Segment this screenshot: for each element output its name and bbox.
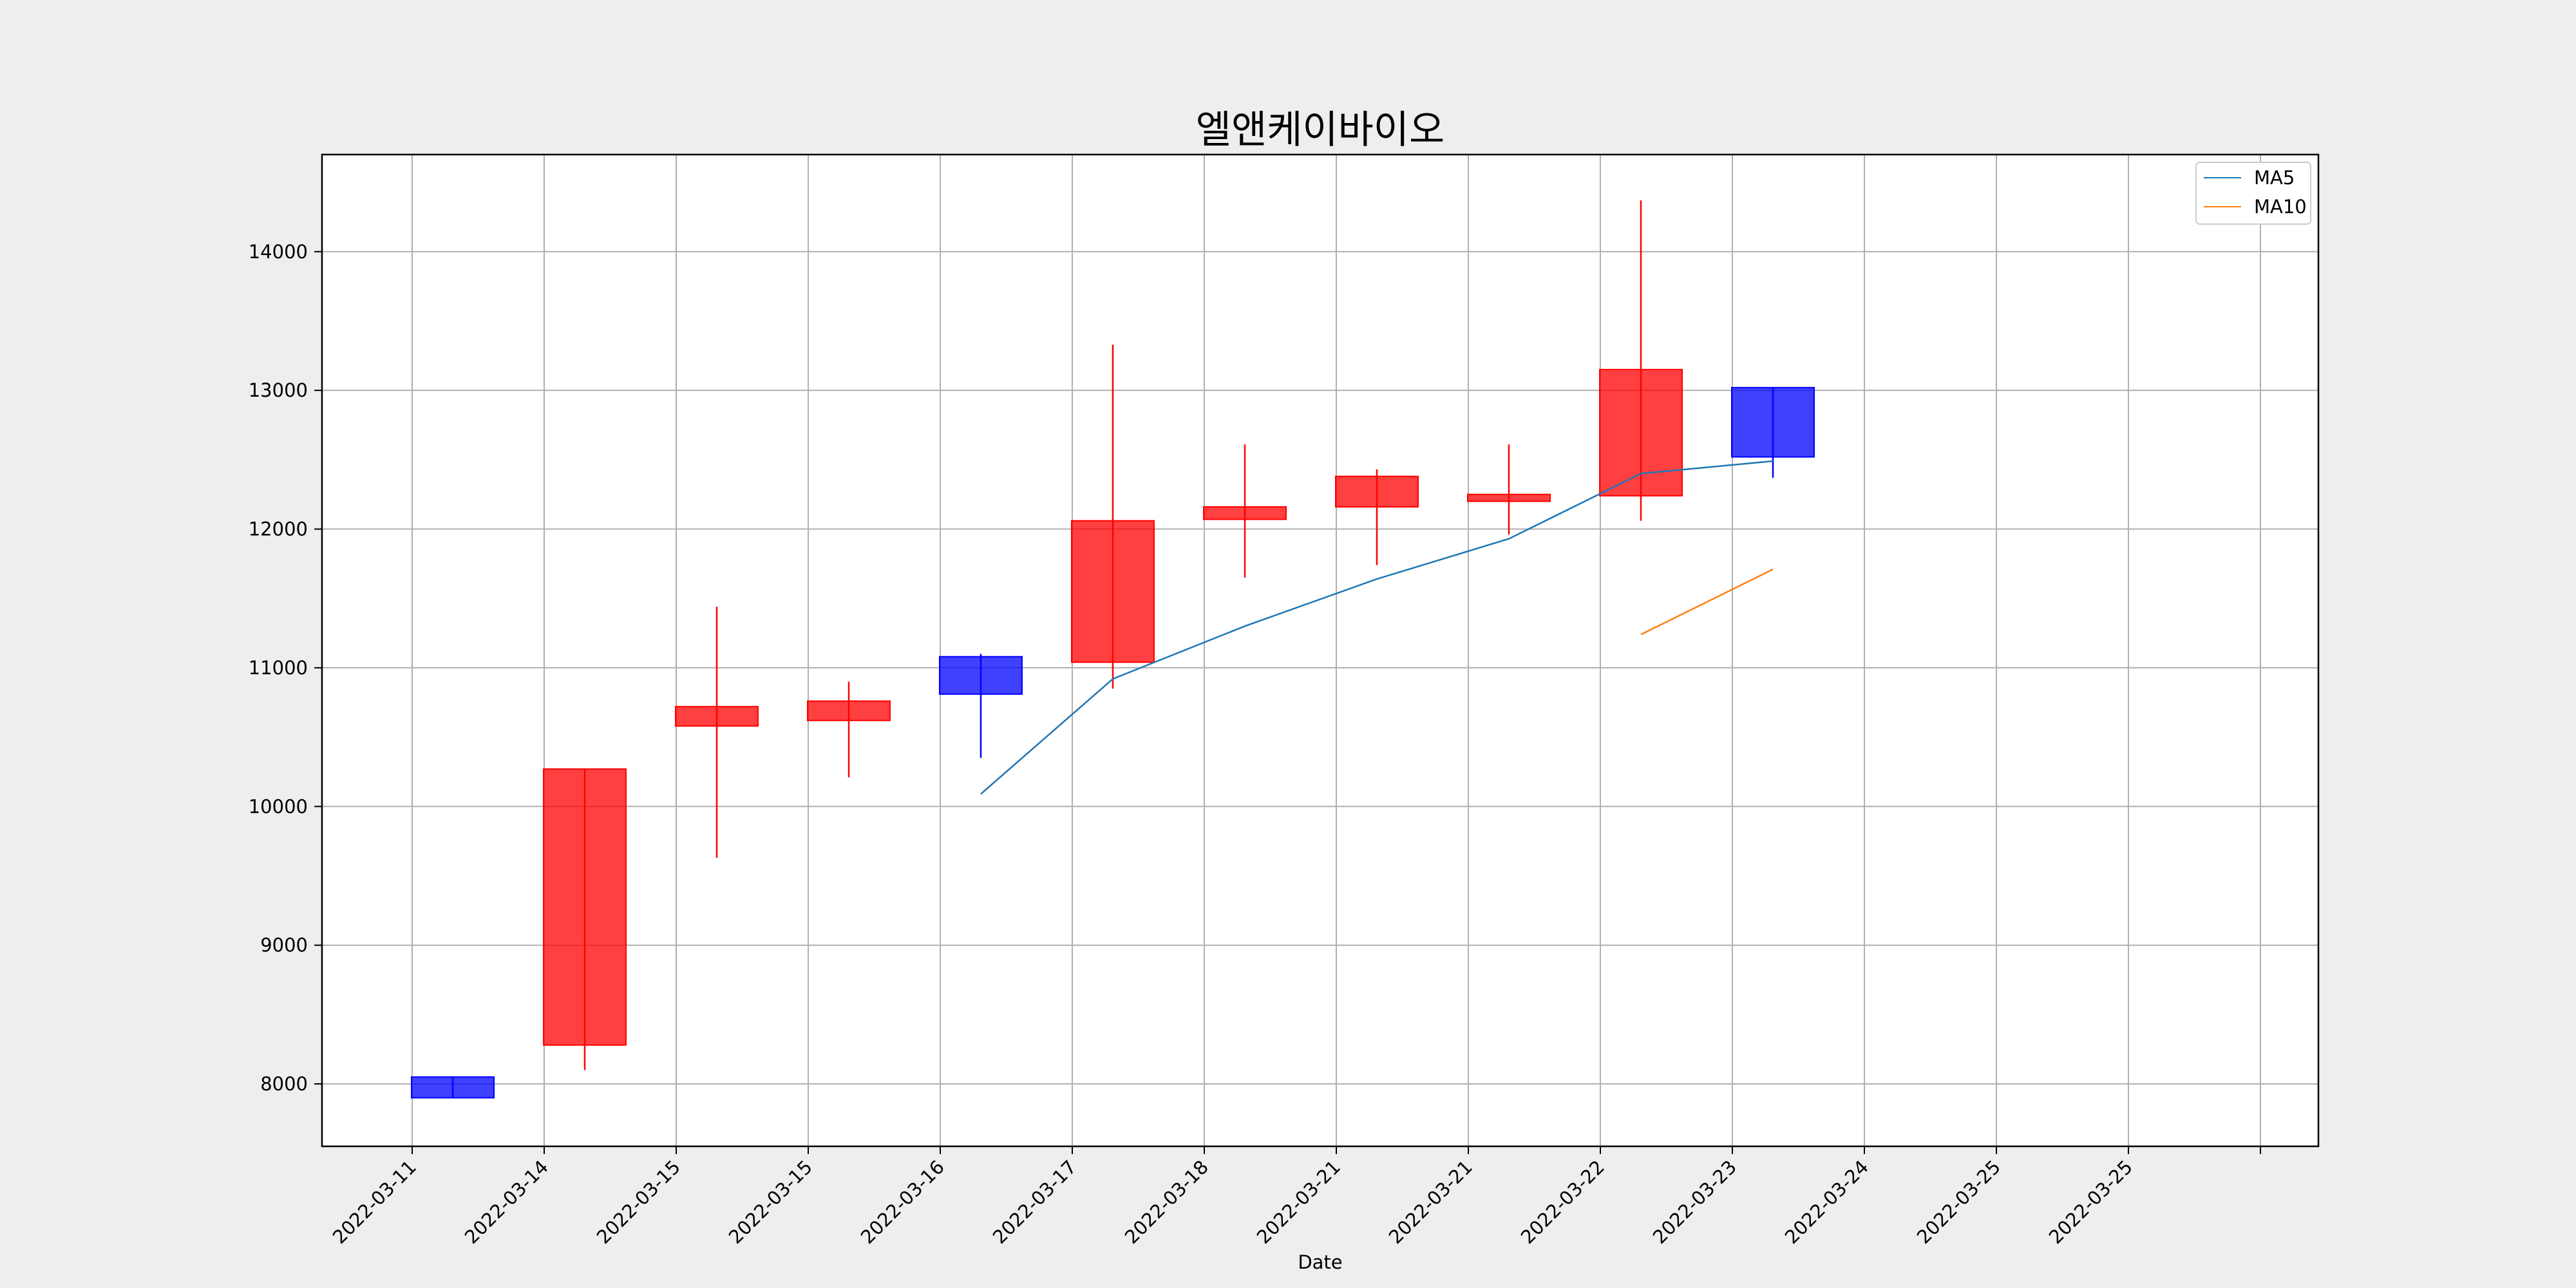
moving-average-lines <box>980 460 1774 795</box>
y-tick-label: 13000 <box>249 379 308 401</box>
y-tick-label: 12000 <box>249 518 308 540</box>
y-tick-label: 8000 <box>260 1073 308 1095</box>
y-tick-label: 14000 <box>249 241 308 263</box>
ma5-line <box>980 460 1774 795</box>
legend-label-ma5: MA5 <box>2254 167 2295 189</box>
plot-frame <box>321 153 2320 1148</box>
y-tick-label: 9000 <box>260 934 308 956</box>
y-tick-label: 11000 <box>249 657 308 679</box>
y-axis: 8000 9000 10000 11000 12000 13000 14000 <box>249 241 322 1095</box>
x-axis-label: Date <box>1298 1251 1342 1273</box>
plot-area <box>322 155 2318 1146</box>
grid-lines <box>322 155 2318 1146</box>
legend: MA5 MA10 <box>2195 162 2311 225</box>
chart-title: 엘앤케이바이오 <box>1196 108 1444 153</box>
y-tick-label: 10000 <box>249 795 308 817</box>
ma10-line <box>1640 568 1774 636</box>
candlestick-marks <box>411 200 1815 1099</box>
legend-label-ma10: MA10 <box>2254 196 2307 218</box>
